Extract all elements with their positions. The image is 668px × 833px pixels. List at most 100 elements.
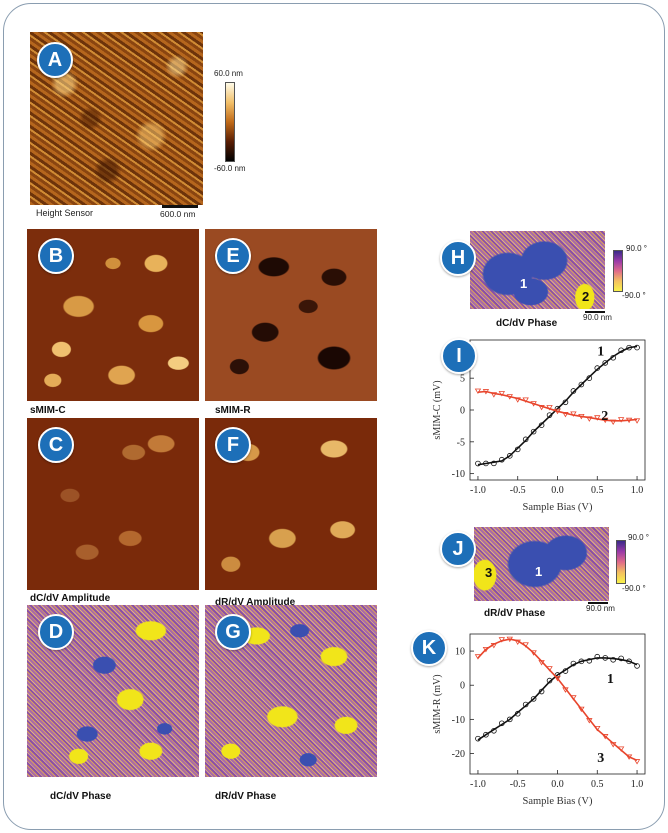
badge-k: K xyxy=(411,630,447,666)
dcdv-amplitude-image xyxy=(27,418,199,590)
scale-bar-h xyxy=(585,311,605,313)
data-point-1 xyxy=(594,653,601,660)
data-point-3 xyxy=(474,654,482,660)
x-tick-label: 0.5 xyxy=(591,485,604,496)
caption-f: dR/dV Amplitude xyxy=(215,597,296,608)
cbar-bottom-h: -90.0 ° xyxy=(622,291,646,300)
data-point-3 xyxy=(562,687,569,693)
data-point-1 xyxy=(618,347,624,354)
x-tick-label: 0.0 xyxy=(551,485,564,496)
data-point-2 xyxy=(633,418,641,424)
data-point-3 xyxy=(578,706,585,713)
x-tick-label: 0.0 xyxy=(551,779,564,790)
series-label-1: 1 xyxy=(607,672,614,687)
data-point-2 xyxy=(554,408,561,415)
data-point-1 xyxy=(491,460,497,467)
scale-bar-a xyxy=(162,205,198,208)
data-point-3 xyxy=(602,734,609,740)
series-label-3: 3 xyxy=(597,751,604,766)
data-point-1 xyxy=(634,663,640,669)
colorbar-a xyxy=(225,82,235,162)
cbar-top-j: 90.0 ° xyxy=(628,533,649,542)
data-point-1 xyxy=(538,688,545,695)
data-point-2 xyxy=(609,419,617,426)
data-point-1 xyxy=(491,728,497,734)
badge-g: G xyxy=(215,614,251,650)
x-axis-label: Sample Bias (V) xyxy=(523,796,593,807)
series-label-1: 1 xyxy=(597,344,604,359)
badge-e: E xyxy=(215,238,251,274)
caption-h: dC/dV Phase xyxy=(496,318,558,329)
cbar-top-h: 90.0 ° xyxy=(626,244,647,253)
series-line-1 xyxy=(477,657,638,741)
data-point-3 xyxy=(482,646,490,653)
data-point-3 xyxy=(554,675,561,682)
y-axis-label: sMIM-R (mV) xyxy=(432,674,443,733)
data-point-2 xyxy=(546,405,553,411)
cbar-bottom-a: -60.0 nm xyxy=(214,164,246,173)
data-point-1 xyxy=(546,677,553,684)
data-point-2 xyxy=(474,388,482,394)
data-point-2 xyxy=(514,397,521,403)
data-point-1 xyxy=(475,460,481,467)
region-1-label-j: 1 xyxy=(535,564,543,579)
data-point-2 xyxy=(570,411,577,417)
data-point-1 xyxy=(562,399,569,406)
data-point-2 xyxy=(538,404,545,411)
region-1-label-h: 1 xyxy=(520,276,528,291)
data-point-1 xyxy=(578,658,585,665)
badge-h: H xyxy=(440,240,476,276)
series-line-1 xyxy=(477,345,638,466)
y-axis-label: sMIM-C (mV) xyxy=(432,380,443,439)
data-point-1 xyxy=(530,428,537,435)
data-point-1 xyxy=(618,655,624,662)
badge-d: D xyxy=(38,614,74,650)
region-3-label-j: 3 xyxy=(485,565,493,580)
x-tick-label: -1.0 xyxy=(470,485,486,496)
data-point-3 xyxy=(506,636,513,643)
data-point-2 xyxy=(490,392,498,398)
chart-smim-r: -1.0 -0.5 0.0 0.5 1.0 10 0 -10 -20 Sample Bias (V… xyxy=(432,633,646,807)
series-line-2 xyxy=(477,390,638,422)
data-point-1 xyxy=(594,365,601,371)
data-point-1 xyxy=(499,720,505,727)
data-point-1 xyxy=(610,354,616,361)
data-point-1 xyxy=(610,656,616,663)
data-point-3 xyxy=(546,666,553,672)
data-point-1 xyxy=(602,360,609,366)
x-tick-label: -1.0 xyxy=(470,779,486,790)
caption-d: dC/dV Phase xyxy=(50,791,112,802)
data-point-2 xyxy=(617,417,625,423)
data-point-3 xyxy=(570,695,577,701)
data-point-3 xyxy=(609,742,617,748)
x-axis-label: Sample Bias (V) xyxy=(523,502,593,513)
badge-i: I xyxy=(441,338,477,374)
data-point-2 xyxy=(530,401,537,407)
colorbar-j xyxy=(616,540,626,584)
y-tick-label: -10 xyxy=(452,469,465,480)
data-point-2 xyxy=(594,415,601,421)
data-point-2 xyxy=(498,391,506,397)
data-point-1 xyxy=(522,436,529,443)
scale-text-j: 90.0 nm xyxy=(586,604,615,613)
y-tick-label: -20 xyxy=(452,749,465,760)
badge-c: C xyxy=(38,427,74,463)
plot-frame xyxy=(469,633,646,775)
series-line-3 xyxy=(477,638,638,762)
data-point-1 xyxy=(562,668,569,674)
data-point-2 xyxy=(602,417,609,424)
data-point-1 xyxy=(483,731,489,738)
data-point-1 xyxy=(578,381,585,388)
caption-c: dC/dV Amplitude xyxy=(30,593,111,604)
series-label-2: 2 xyxy=(601,409,608,424)
h-phase-image xyxy=(470,231,605,309)
badge-f: F xyxy=(215,427,251,463)
data-point-1 xyxy=(626,344,632,351)
plot-frame xyxy=(469,339,646,481)
data-point-2 xyxy=(506,394,513,400)
data-point-1 xyxy=(522,701,529,708)
data-point-3 xyxy=(586,718,593,724)
data-point-2 xyxy=(578,413,585,420)
data-point-3 xyxy=(625,754,633,760)
